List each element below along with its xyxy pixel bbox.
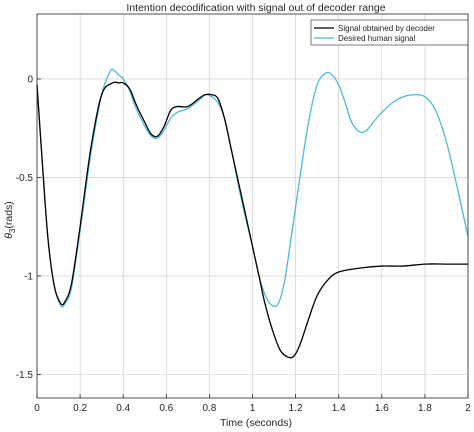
legend: Signal obtained by decoder Desired human… [310,19,469,46]
series-layer [36,68,469,359]
y-tick-label: -1.5 [16,370,34,381]
y-axis-label: θ3(rads) [3,201,17,239]
x-axis-label: Time (seconds) [220,417,292,429]
chart-title: Intention decodification with signal out… [126,2,385,14]
series-line-decoder [36,81,468,359]
x-tick-label: 1.6 [375,403,389,414]
legend-label-decoder: Signal obtained by decoder [338,24,435,33]
x-tick-label: 1.8 [418,403,432,414]
y-tick-label: -1 [24,271,33,282]
x-tick-label: 1.2 [289,403,303,414]
x-tick-label: 1.4 [332,403,346,414]
y-tick-label: -0.5 [16,173,34,184]
x-tick-label: 0.2 [73,403,87,414]
x-tick-label: 2 [465,403,471,414]
y-axis-subscript: 3 [8,228,17,233]
legend-box [310,19,469,46]
x-tick-label: 1 [250,403,256,414]
x-tick-label: 0.4 [116,403,130,414]
y-tick-label: 0 [27,74,33,85]
legend-label-desired: Desired human signal [338,34,416,43]
y-axis-symbol: θ [3,233,15,239]
x-tick-label: 0 [34,403,40,414]
axis-ticks: 0 0.2 0.4 0.6 0.8 1 1.2 1.4 1.6 1.8 2 0 -0.5 -1 -1.5 [16,74,471,414]
x-tick-label: 0.6 [159,403,173,414]
y-axis-unit: (rads) [3,201,15,228]
x-tick-label: 0.8 [202,403,216,414]
